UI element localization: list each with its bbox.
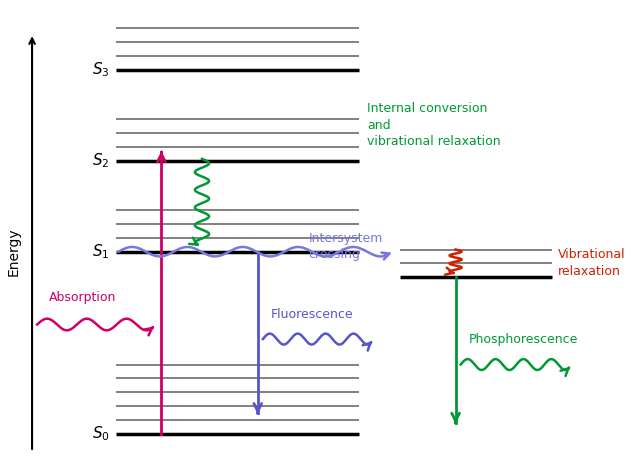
Text: Intersystem: Intersystem	[308, 232, 383, 245]
Text: Vibrational: Vibrational	[558, 248, 626, 261]
Text: crossing: crossing	[308, 248, 360, 261]
Text: $S_2$: $S_2$	[92, 151, 109, 170]
Text: $S_1$: $S_1$	[92, 242, 109, 261]
Text: Fluorescence: Fluorescence	[271, 308, 353, 321]
Text: Absorption: Absorption	[49, 291, 116, 304]
Text: $S_3$: $S_3$	[92, 60, 109, 79]
Text: vibrational relaxation: vibrational relaxation	[367, 135, 500, 148]
Text: and: and	[367, 119, 390, 132]
Text: Energy: Energy	[6, 227, 20, 276]
Text: Internal conversion: Internal conversion	[367, 102, 487, 115]
Text: $S_0$: $S_0$	[92, 425, 109, 443]
Text: Phosphorescence: Phosphorescence	[468, 333, 578, 347]
Text: relaxation: relaxation	[558, 264, 621, 277]
